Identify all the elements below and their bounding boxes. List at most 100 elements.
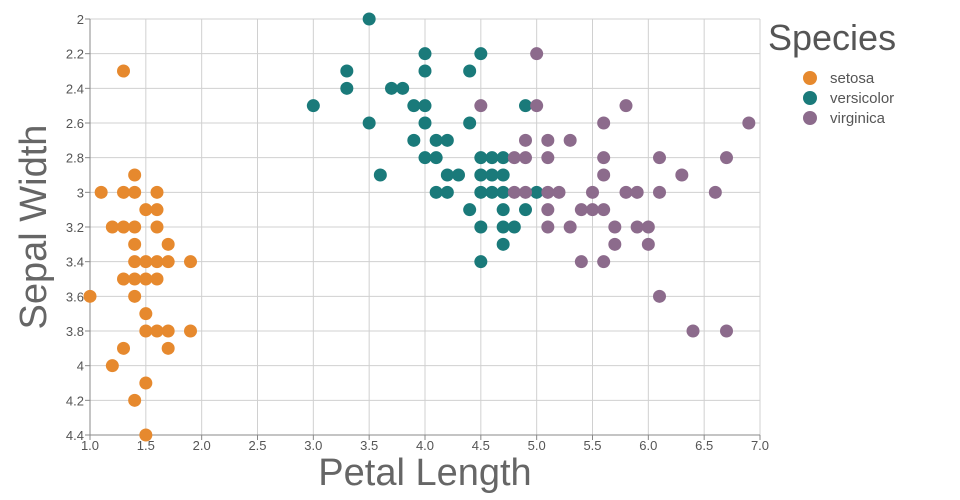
y-tick-label: 3.4 (66, 255, 84, 270)
point-virginica (641, 237, 655, 251)
point-virginica (586, 203, 599, 217)
point-virginica (541, 220, 555, 234)
y-tick-label: 4 (77, 359, 84, 374)
x-tick-label: 1.5 (137, 438, 155, 453)
legend-label-setosa: setosa (830, 70, 875, 87)
point-virginica (597, 203, 611, 217)
point-versicolor (407, 99, 421, 113)
point-setosa (150, 324, 164, 338)
x-tick-label: 7.0 (751, 438, 769, 453)
point-versicolor (496, 168, 510, 182)
point-virginica (507, 185, 521, 199)
point-setosa (139, 376, 153, 390)
y-tick-label: 2.4 (66, 81, 84, 96)
point-setosa (139, 428, 153, 442)
point-setosa (139, 272, 153, 286)
point-setosa (150, 255, 164, 269)
point-virginica (597, 116, 611, 130)
point-virginica (653, 185, 666, 199)
point-versicolor (530, 185, 544, 199)
point-virginica (675, 168, 689, 182)
point-setosa (128, 168, 142, 182)
point-setosa (161, 324, 175, 338)
legend-swatch-versicolor (803, 91, 817, 105)
point-versicolor (418, 151, 432, 165)
point-versicolor (418, 116, 432, 130)
point-setosa (150, 272, 164, 286)
point-virginica (597, 168, 611, 182)
point-versicolor (429, 151, 443, 165)
legend-label-versicolor: versicolor (830, 90, 894, 107)
legend-swatch-virginica (803, 111, 817, 125)
point-setosa (117, 220, 130, 234)
point-versicolor (407, 133, 421, 147)
point-virginica (630, 220, 644, 234)
point-setosa (117, 341, 130, 355)
point-versicolor (496, 151, 510, 165)
point-versicolor (474, 185, 488, 199)
point-setosa (139, 307, 153, 321)
point-virginica (608, 220, 622, 234)
point-setosa (161, 255, 175, 269)
point-versicolor (519, 99, 532, 113)
point-versicolor (340, 64, 354, 78)
x-tick-label: 4.0 (416, 438, 434, 453)
y-tick-label: 2.2 (66, 47, 84, 62)
point-setosa (117, 272, 130, 286)
point-virginica (541, 185, 555, 199)
point-versicolor (385, 81, 398, 95)
point-setosa (128, 220, 142, 234)
point-versicolor (507, 220, 521, 234)
point-versicolor (474, 255, 488, 269)
point-setosa (184, 324, 197, 338)
axis-ticks: 1.0 1.5 2.0 2.5 3.0 3.5 4.0 4.5 5.0 5.5 6.0 6.5 7.0 2… (66, 12, 769, 453)
point-virginica (742, 116, 756, 130)
point-setosa (128, 272, 142, 286)
point-virginica (530, 47, 544, 61)
point-virginica (653, 151, 666, 165)
point-versicolor (496, 185, 510, 199)
point-virginica (519, 151, 532, 165)
point-virginica (597, 151, 611, 165)
x-tick-label: 2.5 (248, 438, 266, 453)
point-versicolor (474, 151, 488, 165)
point-versicolor (362, 12, 376, 26)
point-setosa (139, 203, 153, 217)
point-virginica (608, 237, 622, 251)
point-setosa (117, 185, 130, 199)
point-versicolor (340, 81, 354, 95)
point-versicolor (463, 203, 477, 217)
point-versicolor (474, 168, 488, 182)
x-axis-title: Petal Length (318, 452, 531, 494)
point-setosa (94, 185, 108, 199)
y-tick-label: 2.6 (66, 116, 84, 131)
y-axis-title: Sepal Width (13, 125, 55, 330)
x-tick-label: 3.5 (360, 438, 378, 453)
point-virginica (720, 151, 733, 165)
point-virginica (574, 203, 588, 217)
point-versicolor (485, 168, 499, 182)
point-virginica (686, 324, 700, 338)
x-tick-label: 6.5 (695, 438, 713, 453)
y-tick-label: 3.2 (66, 220, 84, 235)
x-tick-label: 3.0 (304, 438, 322, 453)
y-tick-label: 3.8 (66, 324, 84, 339)
legend-title: Species (768, 17, 896, 58)
point-virginica (563, 220, 577, 234)
point-virginica (619, 99, 633, 113)
x-tick-label: 2.0 (193, 438, 211, 453)
point-versicolor (452, 168, 465, 182)
point-virginica (563, 133, 577, 147)
point-virginica (507, 151, 521, 165)
point-setosa (128, 237, 142, 251)
point-versicolor (485, 185, 499, 199)
point-virginica (641, 220, 655, 234)
x-tick-label: 6.0 (639, 438, 657, 453)
point-virginica (552, 185, 566, 199)
point-versicolor (496, 220, 510, 234)
point-virginica (519, 185, 532, 199)
point-setosa (117, 64, 130, 78)
point-versicolor (463, 64, 477, 78)
legend-label-virginica: virginica (830, 110, 886, 127)
